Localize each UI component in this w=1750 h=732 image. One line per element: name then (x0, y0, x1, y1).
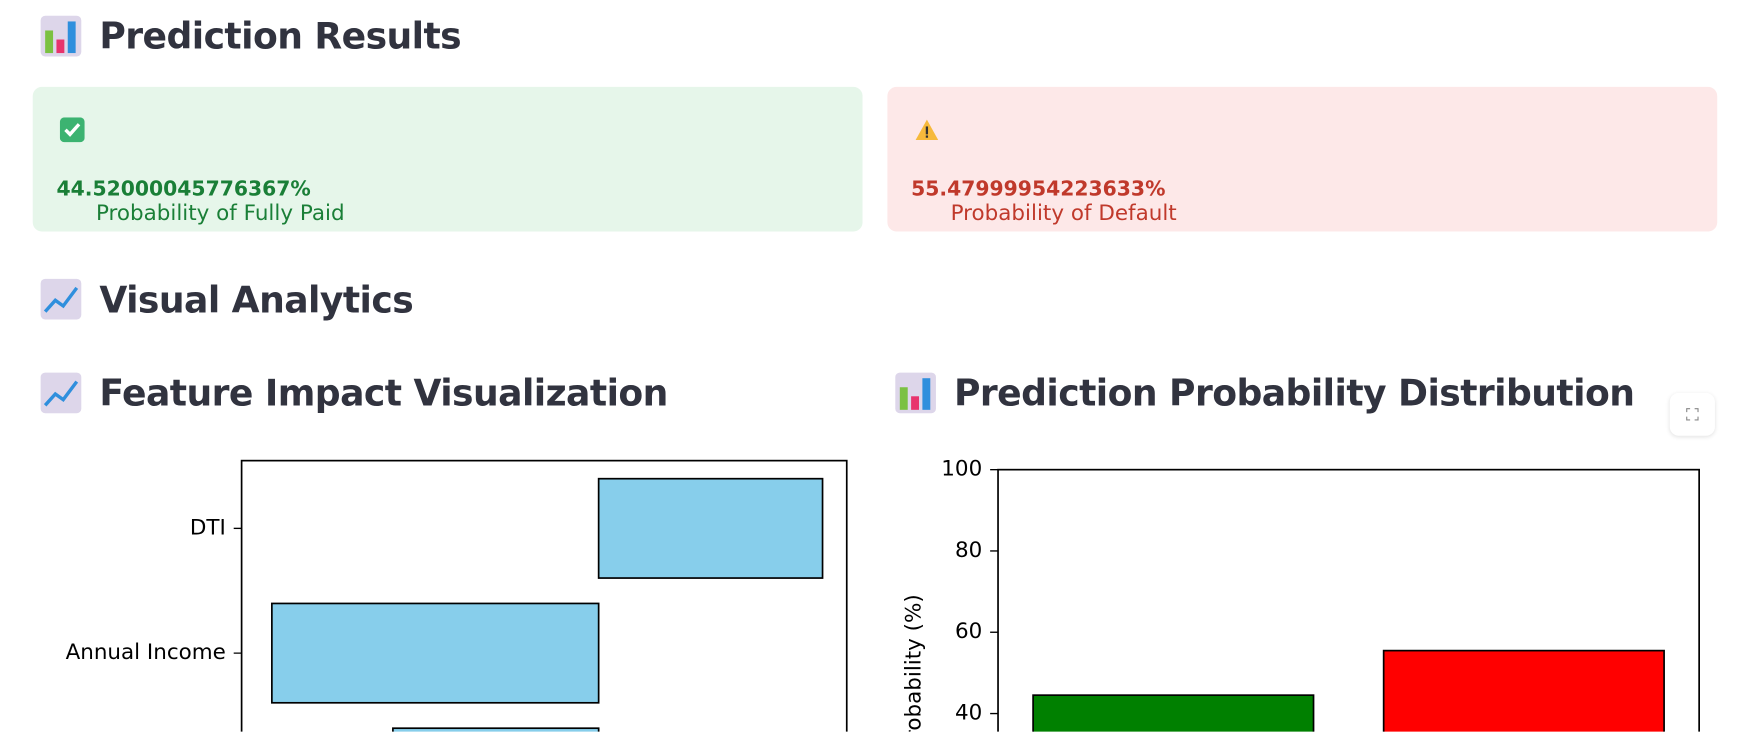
plot-frame (240, 459, 848, 732)
bar (392, 727, 600, 732)
heading: Visual Analytics (99, 278, 414, 322)
bar-chart-icon (40, 15, 82, 57)
y-axis-label: Probability (%) (901, 594, 926, 731)
bar (597, 477, 824, 579)
line-chart-icon (40, 372, 82, 414)
bar (1382, 649, 1665, 732)
card-label: Probability of Fully Paid (95, 200, 345, 226)
card-value: 44.52000045776367% (56, 177, 311, 201)
card: Probability of Fully Paid 44.52000045776… (32, 86, 863, 232)
check-icon (59, 117, 85, 143)
plot-frame (997, 468, 1700, 732)
card-label: Probability of Default (950, 200, 1177, 226)
card: Probability of Default 55.47999954223633… (887, 86, 1718, 232)
y-tick-label: 40 (955, 701, 982, 726)
chart-title: Feature Impact Visualization (99, 371, 668, 415)
y-tick-label: DTI (190, 515, 226, 540)
y-tick-label: Annual Income (66, 640, 226, 665)
fullscreen-button[interactable] (1669, 392, 1715, 436)
expand-icon (1686, 408, 1699, 421)
line-chart-icon (40, 278, 82, 320)
chart-title: Prediction Probability Distribution (954, 371, 1635, 415)
bar (271, 602, 600, 704)
y-tick-label: 100 (941, 457, 982, 482)
card-value: 55.47999954223633% (911, 177, 1166, 201)
warning-icon (915, 119, 939, 140)
heading: Prediction Results (99, 14, 462, 58)
y-tick-label: 80 (955, 538, 982, 563)
bar (1032, 694, 1315, 732)
y-tick-label: 60 (955, 619, 982, 644)
bar-chart-icon (895, 372, 936, 414)
